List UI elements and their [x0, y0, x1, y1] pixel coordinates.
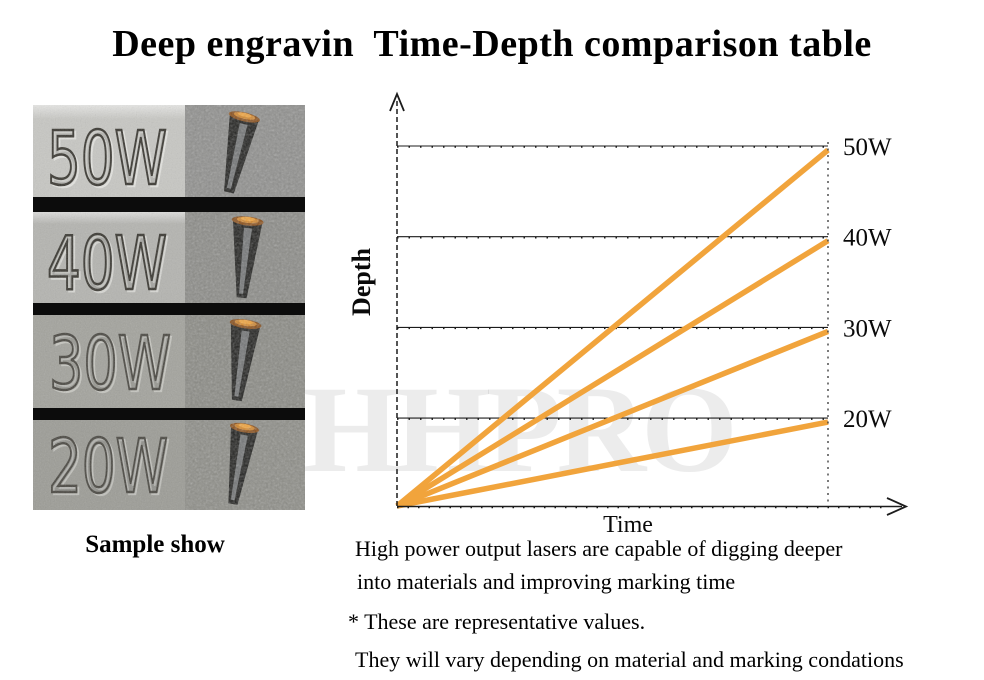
y-axis-label: Depth — [347, 248, 376, 316]
series-labels: 50W 40W 30W 20W — [843, 134, 892, 433]
x-axis-label: Time — [603, 512, 653, 538]
divider-bar — [33, 408, 305, 420]
sample-row-30w: 30W 30W — [33, 315, 305, 410]
series-label-40w: 40W — [843, 225, 892, 252]
x-axis-arrow-icon — [886, 497, 909, 516]
depth-line-30w — [395, 328, 830, 509]
depth-line-40w — [395, 238, 830, 509]
depth-line-20w — [396, 419, 829, 509]
series-label-50w: 50W — [843, 134, 892, 161]
depth-line-50w — [395, 147, 830, 509]
depth-lines — [395, 147, 830, 509]
note-line: into materials and improving marking tim… — [357, 568, 736, 594]
time-depth-chart: 50W 40W 30W 20W Depth Time — [347, 91, 909, 538]
chart-notes: High power output lasers are capable of … — [348, 536, 974, 673]
note-line: * These are representative values. — [348, 608, 646, 634]
series-label-20w: 20W — [843, 406, 892, 433]
page-title: Deep engravin Time-Depth comparison tabl… — [112, 23, 872, 65]
sample-row-20w: 20W 20W — [33, 420, 305, 510]
sample-photo: 50W 50W 40W 40W 30W 30W — [33, 105, 305, 510]
note-line: High power output lasers are capable of … — [355, 536, 843, 561]
series-label-30w: 30W — [843, 315, 892, 342]
y-axis-arrow-icon — [389, 91, 405, 112]
sample-row-40w: 40W 40W — [33, 212, 305, 310]
note-line: They will vary depending on material and… — [355, 646, 904, 672]
sample-row-50w: 50W 50W — [33, 105, 305, 205]
divider-bar — [33, 303, 305, 315]
sample-caption: Sample show — [85, 531, 225, 558]
divider-bar — [33, 197, 305, 212]
